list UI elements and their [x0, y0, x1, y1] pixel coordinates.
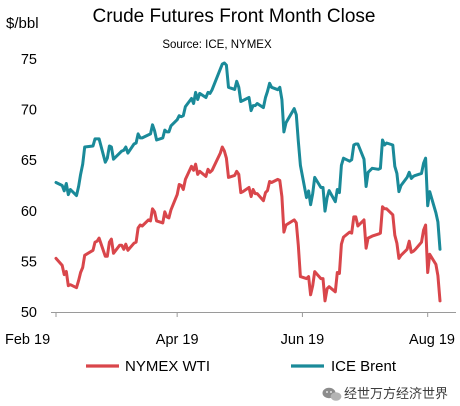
series-line-nymex-wti — [54, 145, 442, 303]
wechat-icon — [322, 387, 342, 401]
y-tick-label: 65 — [21, 153, 37, 169]
x-tick-label: Jun 19 — [281, 332, 325, 348]
y-tick-label: 75 — [21, 52, 37, 68]
series-line-ice-brent — [54, 61, 442, 251]
legend-item-ice-brent: ICE Brent — [291, 358, 397, 375]
y-axis-unit-label: $/bbl — [6, 15, 39, 32]
y-tick-label: 50 — [21, 305, 37, 321]
y-tick-label: 70 — [21, 103, 37, 119]
chart-subtitle: Source: ICE, NYMEX — [162, 39, 272, 51]
series-lines — [54, 61, 442, 303]
watermark-text: 经世万方经济世界 — [344, 386, 448, 401]
chart-title: Crude Futures Front Month Close — [92, 6, 375, 27]
x-tick-label: Apr 19 — [156, 332, 199, 348]
legend: NYMEX WTI ICE Brent — [86, 358, 397, 375]
y-tick-label: 55 — [21, 254, 37, 270]
y-axis-ticks: 50 55 60 65 70 75 — [21, 52, 37, 321]
legend-label-nymex-wti: NYMEX WTI — [125, 358, 210, 375]
y-tick-label: 60 — [21, 204, 37, 220]
legend-label-ice-brent: ICE Brent — [331, 358, 397, 375]
x-tick-label: Feb 19 — [5, 332, 50, 348]
watermark: 经世万方经济世界 — [322, 386, 448, 401]
legend-item-nymex-wti: NYMEX WTI — [86, 358, 210, 375]
x-axis-ticks: Feb 19 Apr 19 Jun 19 Aug 19 — [5, 312, 455, 348]
x-tick-label: Aug 19 — [409, 332, 455, 348]
